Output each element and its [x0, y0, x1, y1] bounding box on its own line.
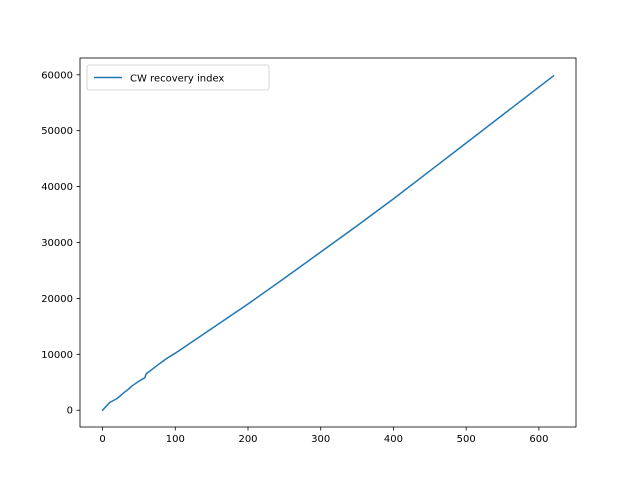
y-tick-label: 10000: [41, 350, 73, 361]
x-tick-label: 500: [457, 434, 476, 445]
series-line-cw-recovery-index: [101, 74, 555, 412]
y-tick-label: 40000: [41, 182, 73, 193]
x-tick-label: 0: [99, 434, 105, 445]
plot-frame: [79, 57, 577, 428]
x-tick-label: 200: [238, 434, 257, 445]
y-tick-label: 50000: [41, 126, 73, 137]
legend: CW recovery index: [86, 64, 270, 91]
legend-label: CW recovery index: [130, 74, 224, 85]
x-tick-label: 100: [166, 434, 185, 445]
y-tick-label: 20000: [41, 294, 73, 305]
legend-box: [86, 64, 270, 91]
y-tick-label: 60000: [41, 70, 73, 81]
x-tick-label: 400: [384, 434, 403, 445]
x-tick-label: 300: [311, 434, 330, 445]
y-tick-label: 30000: [41, 238, 73, 249]
y-tick-label: 0: [67, 406, 73, 417]
x-tick-label: 600: [529, 434, 548, 445]
